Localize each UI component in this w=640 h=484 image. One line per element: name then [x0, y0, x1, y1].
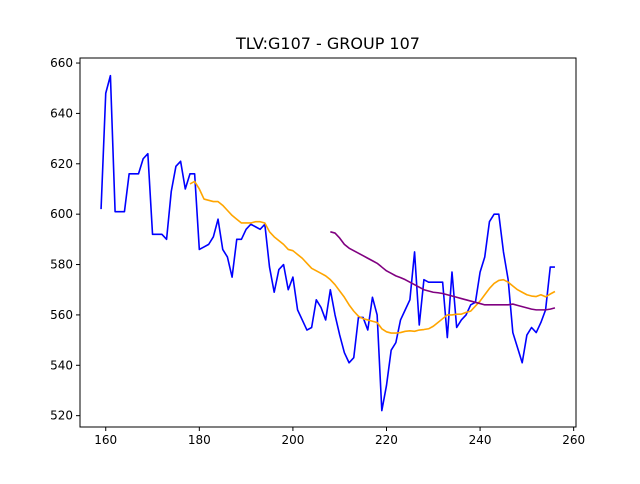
series-layer: [100, 74, 556, 412]
x-tick-label: 200: [281, 433, 304, 447]
series-line-3: [330, 231, 556, 311]
x-tick-label: 180: [188, 433, 211, 447]
series-line-2: [189, 180, 556, 334]
y-tick-label: 620: [50, 157, 73, 171]
plot-frame: [79, 57, 577, 428]
chart-title: TLV:G107 - GROUP 107: [235, 34, 420, 53]
x-tick-label: 260: [562, 433, 585, 447]
y-tick-label: 660: [50, 56, 73, 70]
y-tick-label: 540: [50, 358, 73, 372]
x-tick-label: 240: [469, 433, 492, 447]
y-axis: 520 540 560 580 600 620 640 660: [50, 56, 80, 423]
y-tick-label: 640: [50, 106, 73, 120]
y-tick-label: 580: [50, 258, 73, 272]
x-tick-label: 160: [94, 433, 117, 447]
y-tick-label: 560: [50, 308, 73, 322]
series-line-1: [100, 74, 555, 412]
x-axis: 160 180 200 220 240 260: [94, 427, 585, 447]
x-tick-label: 220: [375, 433, 398, 447]
y-tick-label: 520: [50, 409, 73, 423]
y-tick-label: 600: [50, 207, 73, 221]
